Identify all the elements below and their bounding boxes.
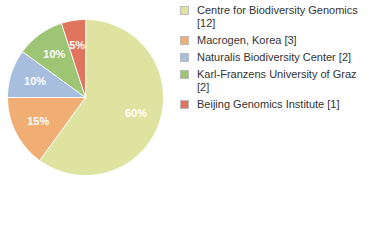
- html-text:Centre for Biodiversity Genomi: Centre for Biodiversity Genomics [12]: [197, 4, 358, 29]
- html-text:Karl-Franzens University of Gr: Karl-Franzens University of Graz [2]: [197, 68, 357, 93]
- svg-text:10%: 10%: [24, 75, 46, 87]
- svg-text:15%: 15%: [27, 115, 49, 127]
- svg-text:5%: 5%: [69, 39, 85, 51]
- svg-text:10%: 10%: [43, 48, 65, 60]
- svg-text:60%: 60%: [125, 107, 147, 119]
- html-text:Beijing Genomics Institute [1]: Beijing Genomics Institute [1]: [197, 98, 340, 110]
- html-text:Naturalis Biodiversity Center: Naturalis Biodiversity Center [2]: [197, 51, 352, 63]
- html-text:Macrogen, Korea [3]: Macrogen, Korea [3]: [197, 34, 297, 46]
